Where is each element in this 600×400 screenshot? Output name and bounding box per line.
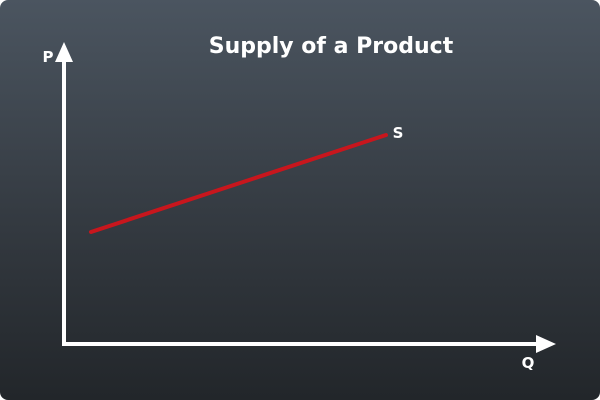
x-axis-arrowhead bbox=[536, 335, 556, 353]
supply-curve-label: S bbox=[393, 124, 404, 142]
y-axis-arrowhead bbox=[55, 42, 73, 62]
supply-curve bbox=[89, 133, 388, 234]
x-axis-label: Q bbox=[522, 354, 535, 372]
y-axis-label: P bbox=[43, 48, 54, 66]
diagram-title: Supply of a Product bbox=[209, 34, 454, 59]
